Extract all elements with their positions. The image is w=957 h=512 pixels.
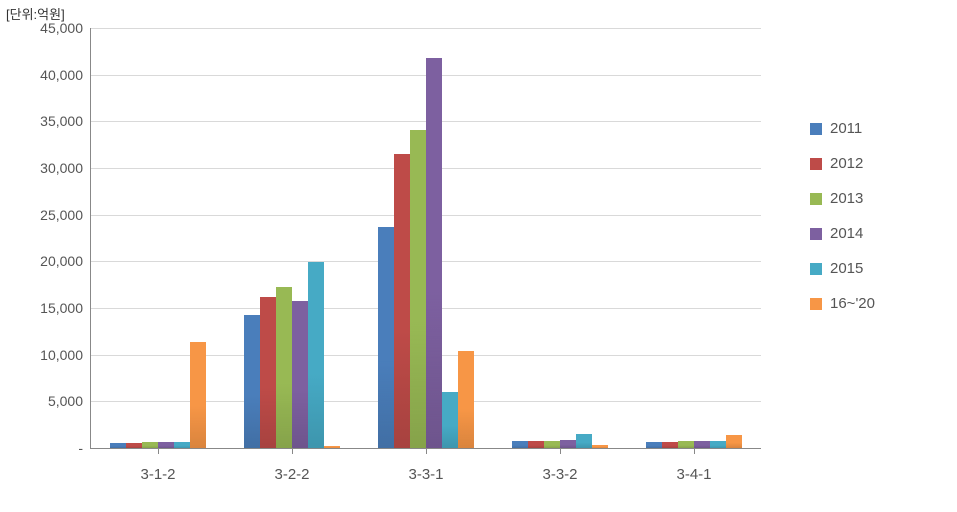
bar [308, 262, 324, 448]
bar [190, 342, 206, 448]
ytick-label: 35,000 [40, 113, 91, 129]
xcategory-label: 3-4-1 [676, 448, 711, 483]
legend-item: 2014 [810, 225, 875, 242]
bar [174, 442, 190, 448]
xcategory-label: 3-2-2 [274, 448, 309, 483]
bar [324, 446, 340, 448]
ytick-label: 45,000 [40, 20, 91, 36]
plot-area: -5,00010,00015,00020,00025,00030,00035,0… [90, 28, 761, 449]
bar [276, 287, 292, 448]
xcategory-label: 3-3-2 [542, 448, 577, 483]
bar [110, 443, 126, 448]
bar [646, 442, 662, 448]
legend-swatch [810, 193, 822, 205]
bar [426, 58, 442, 448]
bar [512, 441, 528, 448]
bar [694, 441, 710, 448]
bar [378, 227, 394, 448]
ytick-label: 25,000 [40, 207, 91, 223]
legend-swatch [810, 123, 822, 135]
legend-item: 2012 [810, 155, 875, 172]
ytick-label: 5,000 [48, 393, 91, 409]
legend-label: 2015 [830, 260, 863, 277]
bar [592, 445, 608, 448]
ytick-label: 20,000 [40, 253, 91, 269]
legend: 2011 2012 2013 2014 2015 16~'20 [810, 120, 875, 330]
legend-swatch [810, 263, 822, 275]
ytick-label: 30,000 [40, 160, 91, 176]
legend-item: 2011 [810, 120, 875, 137]
legend-label: 2013 [830, 190, 863, 207]
xcategory-label: 3-3-1 [408, 448, 443, 483]
gridline [91, 28, 761, 29]
bar [576, 434, 592, 448]
bar [394, 154, 410, 448]
legend-label: 2012 [830, 155, 863, 172]
ytick-label: 15,000 [40, 300, 91, 316]
bar [260, 297, 276, 448]
legend-swatch [810, 298, 822, 310]
ytick-label: 40,000 [40, 67, 91, 83]
legend-item: 2013 [810, 190, 875, 207]
bar [292, 301, 308, 448]
bar [726, 435, 742, 448]
legend-label: 2011 [830, 120, 862, 137]
legend-swatch [810, 228, 822, 240]
legend-item: 16~'20 [810, 295, 875, 312]
bar [244, 315, 260, 448]
bar [410, 130, 426, 448]
legend-label: 16~'20 [830, 295, 875, 312]
bar [710, 441, 726, 448]
legend-item: 2015 [810, 260, 875, 277]
bar [442, 392, 458, 448]
legend-label: 2014 [830, 225, 863, 242]
chart-container: [단위:억원] -5,00010,00015,00020,00025,00030… [0, 0, 957, 512]
ytick-label: 10,000 [40, 347, 91, 363]
xcategory-label: 3-1-2 [140, 448, 175, 483]
legend-swatch [810, 158, 822, 170]
bar [560, 440, 576, 448]
bar [544, 441, 560, 448]
bar [458, 351, 474, 448]
ytick-label: - [78, 440, 91, 456]
